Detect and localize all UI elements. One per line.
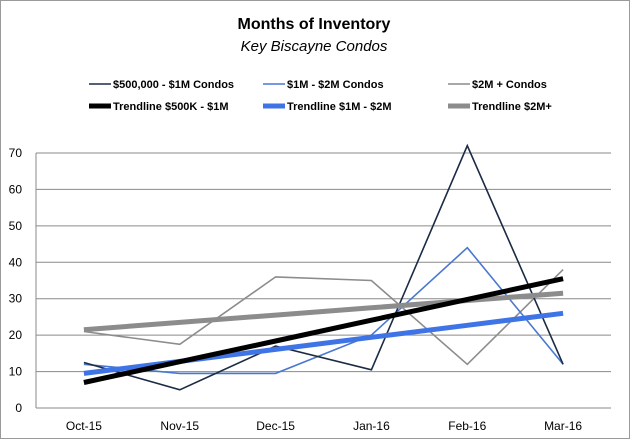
y-tick-label: 30 bbox=[9, 292, 23, 306]
legend-label: Trendline $2M+ bbox=[472, 101, 552, 113]
series-line-5 bbox=[83, 290, 564, 333]
x-tick-label: Oct-15 bbox=[66, 419, 102, 433]
y-tick-label: 20 bbox=[9, 328, 23, 342]
series-layer bbox=[83, 143, 564, 391]
x-tick-label: Jan-16 bbox=[353, 419, 390, 433]
chart-title: Months of Inventory bbox=[238, 16, 391, 33]
y-tick-label: 60 bbox=[9, 182, 23, 196]
x-tick-label: Feb-16 bbox=[448, 419, 486, 433]
legend-label: $2M + Condos bbox=[472, 79, 547, 91]
y-tick-label: 40 bbox=[9, 255, 23, 269]
series-line-1 bbox=[83, 246, 564, 375]
x-tick-label: Dec-15 bbox=[256, 419, 295, 433]
y-tick-label: 70 bbox=[9, 146, 23, 160]
legend-label: Trendline $500K - $1M bbox=[113, 101, 229, 113]
legend-label: $500,000 - $1M Condos bbox=[113, 79, 234, 91]
x-tick-label: Nov-15 bbox=[160, 419, 199, 433]
series-line-3 bbox=[83, 276, 564, 385]
series-line-0 bbox=[83, 143, 564, 391]
legend-label: $1M - $2M Condos bbox=[287, 79, 384, 91]
x-axis-ticks: Oct-15 Nov-15 Dec-15 Jan-16 Feb-16 Mar-16 bbox=[66, 419, 583, 433]
y-tick-label: 50 bbox=[9, 219, 23, 233]
x-tick-label: Mar-16 bbox=[544, 419, 582, 433]
legend-label: Trendline $1M - $2M bbox=[287, 101, 392, 113]
y-tick-label: 10 bbox=[9, 365, 23, 379]
y-axis-ticks: 0 10 20 30 40 50 60 70 bbox=[9, 146, 23, 415]
series-line-2 bbox=[83, 269, 564, 366]
y-tick-label: 0 bbox=[15, 401, 22, 415]
legend: $500,000 - $1M Condos $1M - $2M Condos $2M… bbox=[89, 79, 552, 113]
chart-subtitle: Key Biscayne Condos bbox=[241, 38, 388, 55]
